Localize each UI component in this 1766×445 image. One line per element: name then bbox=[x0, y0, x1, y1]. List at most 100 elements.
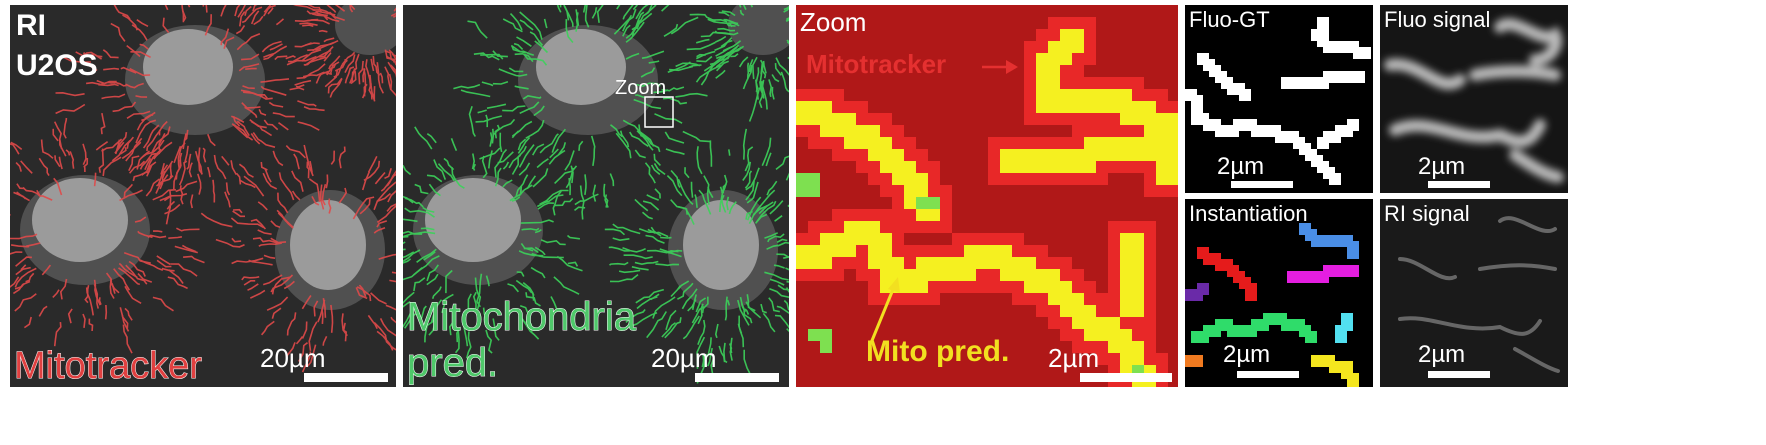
mitochondrion-segment bbox=[625, 309, 646, 324]
mitochondrion-segment bbox=[14, 293, 37, 312]
mitochondrion-segment bbox=[403, 235, 409, 238]
mitochondrion-segment bbox=[378, 253, 396, 260]
mitochondrion-segment bbox=[344, 54, 356, 73]
mitochondrion-segment bbox=[612, 237, 630, 242]
mitochondrion-segment bbox=[317, 299, 326, 323]
mitochondrion-segment bbox=[144, 158, 152, 171]
mitochondrion-segment bbox=[146, 129, 162, 152]
zoom-box-label: Zoom bbox=[615, 77, 667, 99]
mitochondrion-segment bbox=[717, 27, 736, 32]
mitochondrion-segment bbox=[263, 119, 279, 131]
mitochondrion-segment bbox=[213, 154, 227, 180]
mitochondrion-segment bbox=[247, 283, 259, 291]
mitochondrion-segment bbox=[474, 277, 480, 298]
mitochondrion-segment bbox=[715, 69, 726, 79]
mitochondrion-segment bbox=[426, 133, 437, 144]
mitochondrion-segment bbox=[10, 276, 20, 288]
mitochondrion-segment bbox=[454, 327, 460, 354]
mitochondrion-segment bbox=[655, 263, 680, 267]
mitochondrion-segment bbox=[707, 347, 713, 367]
mitochondrion-segment bbox=[234, 5, 241, 17]
mito-pred-arrow bbox=[869, 277, 900, 344]
mitochondrion-segment bbox=[769, 200, 784, 215]
mitochondrion-segment bbox=[540, 239, 566, 246]
mitochondrion-segment bbox=[225, 182, 231, 196]
mitochondrion-segment bbox=[619, 130, 630, 148]
mitochondrion-segment bbox=[642, 200, 660, 211]
mitochondrion-segment bbox=[53, 322, 62, 347]
mitochondrion-segment bbox=[479, 147, 501, 160]
mitochondrion-segment bbox=[420, 227, 435, 231]
mitochondrion-segment bbox=[596, 5, 604, 23]
mitochondrion-segment bbox=[67, 308, 73, 324]
mitochondrion-segment bbox=[294, 79, 312, 86]
mitochondrion-segment bbox=[492, 50, 508, 58]
mitochondrion-segment bbox=[128, 260, 146, 277]
mitochondrion-segment bbox=[120, 66, 137, 74]
mitochondrion-segment bbox=[224, 191, 231, 208]
mitochondrion-segment bbox=[98, 83, 119, 87]
mitochondrion-segment bbox=[142, 124, 160, 149]
mitochondrion-segment bbox=[261, 40, 282, 53]
mitochondrion-segment bbox=[525, 119, 545, 139]
mitochondrion-segment bbox=[694, 194, 698, 208]
mitochondrion-segment bbox=[167, 276, 188, 290]
mitochondrion-segment bbox=[660, 236, 672, 239]
mitochondrion-instance bbox=[1311, 355, 1359, 387]
mitochondrion-segment bbox=[110, 22, 126, 42]
mitochondrion-segment bbox=[414, 126, 433, 150]
mitochondrion-segment bbox=[775, 155, 789, 171]
mitochondrion-segment bbox=[146, 164, 153, 177]
mitochondrion-segment bbox=[764, 271, 789, 281]
fluo-signal-image bbox=[1384, 18, 1564, 183]
mitochondrion-segment bbox=[302, 24, 314, 27]
mitochondrion-segment bbox=[168, 269, 184, 284]
mitochondrion-segment bbox=[724, 296, 728, 321]
mitochondrion-segment bbox=[752, 56, 758, 80]
mitochondrion-segment bbox=[413, 255, 440, 276]
mitochondrion-segment bbox=[272, 150, 284, 167]
mitochondrion-segment bbox=[59, 278, 68, 300]
mitochondrion-segment bbox=[158, 120, 168, 136]
mitochondrion-segment bbox=[742, 5, 747, 10]
mitochondrion-segment bbox=[260, 161, 268, 171]
mitochondrion-segment bbox=[494, 167, 502, 187]
mitochondrion-segment bbox=[468, 106, 476, 137]
mitochondrion-segment bbox=[665, 309, 677, 331]
mitochondrion-segment bbox=[125, 264, 148, 285]
mitochondrion-segment bbox=[179, 185, 184, 205]
mitochondrion-segment bbox=[502, 179, 513, 188]
mitochondrion-segment bbox=[768, 297, 780, 313]
mitochondrion-segment bbox=[295, 336, 304, 345]
fluo-signal-title: Fluo signal bbox=[1384, 7, 1491, 32]
mitochondrion-segment bbox=[169, 163, 173, 178]
mitochondrion-segment bbox=[132, 171, 148, 182]
mitochondrion-segment bbox=[113, 5, 131, 20]
mitochondrion-segment bbox=[767, 233, 785, 243]
mitochondrion-segment bbox=[215, 238, 245, 248]
mitochondrion-segment bbox=[631, 12, 653, 37]
mitochondrion-segment bbox=[485, 329, 493, 354]
mitochondrion-segment bbox=[156, 259, 172, 268]
mitochondrion-segment bbox=[603, 183, 609, 208]
mitochondrion-segment bbox=[220, 28, 230, 46]
mitochondrion-segment bbox=[349, 5, 354, 13]
mitochondrion-segment bbox=[301, 321, 308, 339]
mitochondrion-segment bbox=[625, 52, 640, 60]
mitochondrion-segment bbox=[498, 68, 528, 77]
mitochondrion-segment bbox=[126, 136, 135, 149]
mitochondrion-segment bbox=[786, 18, 789, 22]
mitochondrion-segment bbox=[769, 287, 789, 299]
mitochondrion-segment bbox=[178, 160, 188, 186]
mitochondrion-segment bbox=[278, 122, 289, 131]
mitochondrion-segment bbox=[322, 335, 328, 346]
mitochondrion-segment bbox=[777, 241, 789, 247]
mitochondrion-segment bbox=[450, 138, 458, 152]
mitochondrion-segment bbox=[250, 133, 261, 145]
mitochondrion-segment bbox=[69, 151, 75, 169]
mitochondrion-segment bbox=[677, 280, 690, 290]
mito-pred-zoom-label: Mito pred. bbox=[866, 335, 1010, 368]
mitochondrion-segment bbox=[776, 238, 788, 244]
mitochondrion-segment bbox=[311, 196, 320, 206]
mitochondrion-segment bbox=[661, 86, 685, 92]
